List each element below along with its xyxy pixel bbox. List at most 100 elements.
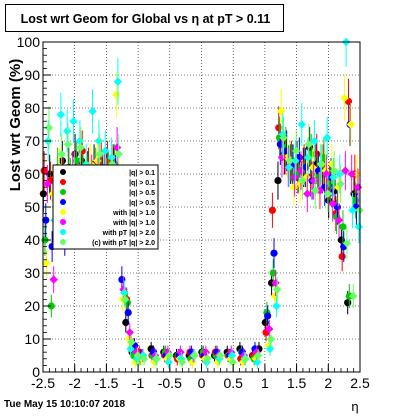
data-point <box>302 163 310 171</box>
x-tick-label: -2.5 <box>31 375 55 391</box>
data-point <box>43 179 52 189</box>
data-point <box>303 189 312 198</box>
data-point <box>344 299 352 307</box>
legend-label: |q| > 0.1 <box>129 170 155 177</box>
data-point <box>62 126 72 136</box>
data-point <box>297 120 306 129</box>
data-point <box>269 269 277 277</box>
data-point <box>164 357 173 367</box>
x-tick-label: 1 <box>261 375 269 391</box>
data-point <box>334 216 344 225</box>
data-point <box>279 133 288 142</box>
data-point <box>340 93 349 103</box>
data-point <box>315 186 325 195</box>
x-tick-label: 1.5 <box>287 375 307 391</box>
y-tick-label: 50 <box>24 199 40 215</box>
data-point <box>298 176 307 185</box>
data-point <box>58 157 66 165</box>
data-point <box>341 166 350 175</box>
data-point <box>322 133 332 142</box>
data-point <box>311 186 320 195</box>
data-point <box>290 173 299 182</box>
data-point <box>152 354 161 363</box>
data-point <box>120 295 130 304</box>
data-point <box>323 189 333 198</box>
data-point <box>49 275 58 284</box>
chart-title-box: Lost wrt Geom for Global vs η at pT > 0.… <box>5 4 284 32</box>
data-point <box>270 249 278 257</box>
data-point <box>69 117 78 126</box>
data-point <box>353 169 362 179</box>
data-point <box>339 223 347 231</box>
data-point <box>44 123 54 132</box>
y-tick-label: 10 <box>24 331 40 347</box>
data-point <box>107 153 116 162</box>
data-point <box>88 107 97 116</box>
data-point <box>165 351 174 360</box>
data-point <box>139 354 149 363</box>
data-point <box>76 143 85 152</box>
data-point <box>265 344 275 354</box>
data-point <box>266 334 276 344</box>
y-tick-label: 90 <box>24 67 40 83</box>
x-tick-label: -1 <box>132 375 145 391</box>
data-point <box>57 150 66 159</box>
legend-label: |q| > 0.1 <box>129 180 155 187</box>
data-point <box>310 136 319 146</box>
data-point <box>215 351 225 360</box>
data-point <box>352 196 360 204</box>
y-tick-label: 40 <box>24 232 40 248</box>
data-point <box>308 163 318 172</box>
y-tick-label: 70 <box>24 133 40 149</box>
data-point <box>292 146 301 156</box>
data-point <box>56 110 66 119</box>
y-tick-label: 100 <box>17 34 41 50</box>
y-tick-label: 0 <box>32 364 40 380</box>
data-point <box>124 309 132 317</box>
legend-box <box>52 164 159 250</box>
x-tick-label: -2 <box>68 375 81 391</box>
legend-marker <box>60 179 66 185</box>
x-tick-label: 0.5 <box>223 375 243 391</box>
legend-marker <box>60 209 66 215</box>
x-tick-label: -1.5 <box>94 375 118 391</box>
data-point <box>133 351 142 360</box>
legend-label: with |q| > 1.0 <box>112 210 155 217</box>
x-tick-label: 0 <box>198 375 206 391</box>
data-point <box>304 140 314 149</box>
data-point <box>347 169 356 179</box>
data-point <box>285 156 295 165</box>
x-tick-label: 2 <box>324 375 332 391</box>
data-point <box>283 153 292 162</box>
y-tick-label: 80 <box>24 100 40 116</box>
x-tick-label: -0.5 <box>158 375 182 391</box>
data-point <box>272 301 281 311</box>
data-point <box>42 258 51 268</box>
legend-label: |q| > 0.5 <box>129 200 155 207</box>
y-tick-label: 20 <box>24 298 40 314</box>
legend-label: (c) with pT |q| > 2.0 <box>92 240 155 247</box>
data-point <box>63 140 73 149</box>
data-point <box>228 357 238 367</box>
data-point <box>274 177 282 185</box>
data-point <box>176 348 185 357</box>
data-point <box>73 157 81 165</box>
data-point <box>113 77 123 86</box>
legend: |q| > 0.1 |q| > 0.1 |q| > 0.5 |q| > 0.5 with… <box>52 164 159 250</box>
data-point <box>253 357 262 367</box>
data-point <box>342 239 352 248</box>
y-tick-label: 60 <box>24 166 40 182</box>
data-point <box>227 351 237 360</box>
data-point <box>127 338 136 347</box>
legend-marker <box>60 189 66 195</box>
data-point <box>303 153 313 162</box>
data-point <box>346 120 356 129</box>
legend-marker <box>60 199 66 205</box>
data-point <box>122 318 130 327</box>
legend-marker <box>60 169 66 175</box>
data-point <box>126 344 135 354</box>
data-point <box>291 156 300 165</box>
x-tick-label: 2.5 <box>350 375 370 391</box>
data-point <box>338 252 346 261</box>
